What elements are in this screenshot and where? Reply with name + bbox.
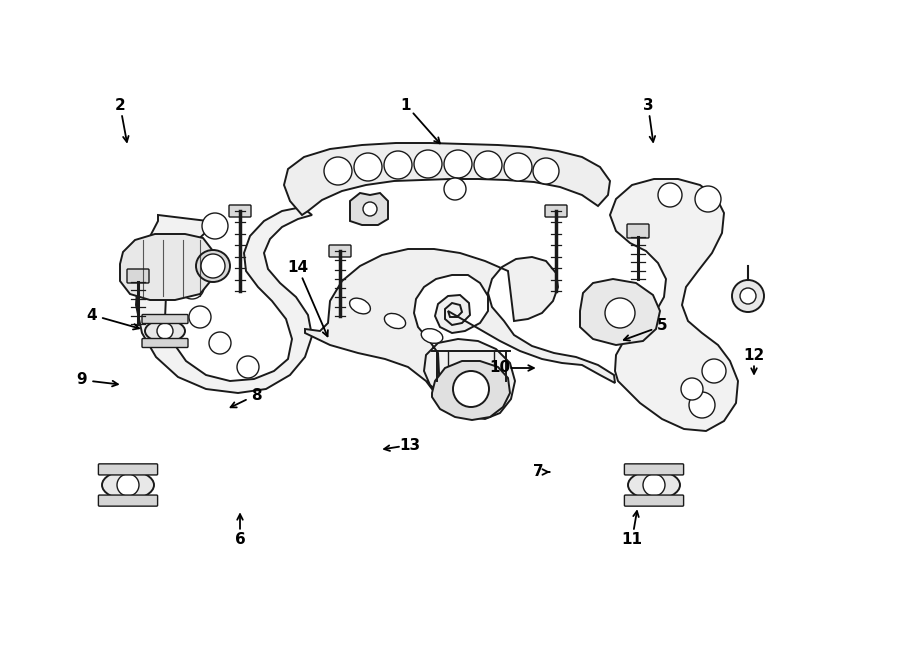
FancyBboxPatch shape [545, 205, 567, 217]
Circle shape [117, 474, 139, 496]
FancyBboxPatch shape [98, 464, 158, 475]
Circle shape [643, 474, 665, 496]
Circle shape [201, 254, 225, 278]
Circle shape [324, 157, 352, 185]
Circle shape [732, 280, 764, 312]
Circle shape [157, 323, 173, 339]
Polygon shape [284, 143, 610, 215]
Ellipse shape [605, 305, 645, 327]
Circle shape [202, 213, 228, 239]
Circle shape [658, 183, 682, 207]
FancyBboxPatch shape [602, 299, 648, 309]
Circle shape [444, 178, 466, 200]
Circle shape [453, 371, 489, 407]
Text: 7: 7 [533, 465, 544, 479]
FancyBboxPatch shape [329, 245, 351, 257]
Circle shape [689, 392, 715, 418]
Ellipse shape [196, 250, 230, 282]
Text: 5: 5 [657, 319, 667, 334]
Ellipse shape [384, 313, 406, 329]
FancyBboxPatch shape [625, 464, 684, 475]
Circle shape [180, 275, 204, 299]
Polygon shape [120, 234, 213, 300]
Circle shape [363, 202, 377, 216]
Text: 1: 1 [400, 98, 411, 112]
Circle shape [740, 288, 756, 304]
Ellipse shape [349, 298, 371, 314]
Text: 8: 8 [251, 387, 261, 403]
Text: 14: 14 [287, 260, 309, 276]
Ellipse shape [102, 471, 154, 499]
Circle shape [444, 150, 472, 178]
FancyBboxPatch shape [127, 269, 149, 283]
Text: 13: 13 [400, 438, 420, 453]
Circle shape [237, 356, 259, 378]
Polygon shape [305, 249, 615, 419]
Ellipse shape [145, 320, 185, 342]
FancyBboxPatch shape [229, 205, 251, 217]
Circle shape [533, 158, 559, 184]
FancyBboxPatch shape [627, 224, 649, 238]
Polygon shape [580, 279, 660, 345]
Circle shape [354, 153, 382, 181]
Circle shape [189, 306, 211, 328]
Circle shape [504, 153, 532, 181]
Circle shape [474, 151, 502, 179]
Text: 10: 10 [490, 360, 510, 375]
Ellipse shape [628, 471, 680, 499]
Circle shape [681, 378, 703, 400]
Circle shape [209, 332, 231, 354]
Polygon shape [136, 207, 312, 393]
Text: 6: 6 [235, 533, 246, 547]
Polygon shape [610, 179, 738, 431]
Circle shape [384, 151, 412, 179]
FancyBboxPatch shape [98, 495, 158, 506]
FancyBboxPatch shape [142, 315, 188, 323]
Text: 4: 4 [86, 307, 97, 323]
Circle shape [702, 359, 726, 383]
Circle shape [695, 186, 721, 212]
Text: 11: 11 [622, 533, 643, 547]
Polygon shape [432, 361, 510, 420]
Ellipse shape [421, 329, 443, 343]
FancyBboxPatch shape [142, 338, 188, 348]
Text: 9: 9 [76, 373, 87, 387]
Circle shape [188, 244, 212, 268]
Circle shape [414, 150, 442, 178]
FancyBboxPatch shape [625, 495, 684, 506]
Circle shape [617, 308, 633, 324]
Text: 12: 12 [743, 348, 765, 362]
Text: 3: 3 [643, 98, 653, 112]
Polygon shape [350, 193, 388, 225]
FancyBboxPatch shape [602, 323, 648, 332]
Circle shape [605, 298, 635, 328]
Text: 2: 2 [114, 98, 125, 112]
